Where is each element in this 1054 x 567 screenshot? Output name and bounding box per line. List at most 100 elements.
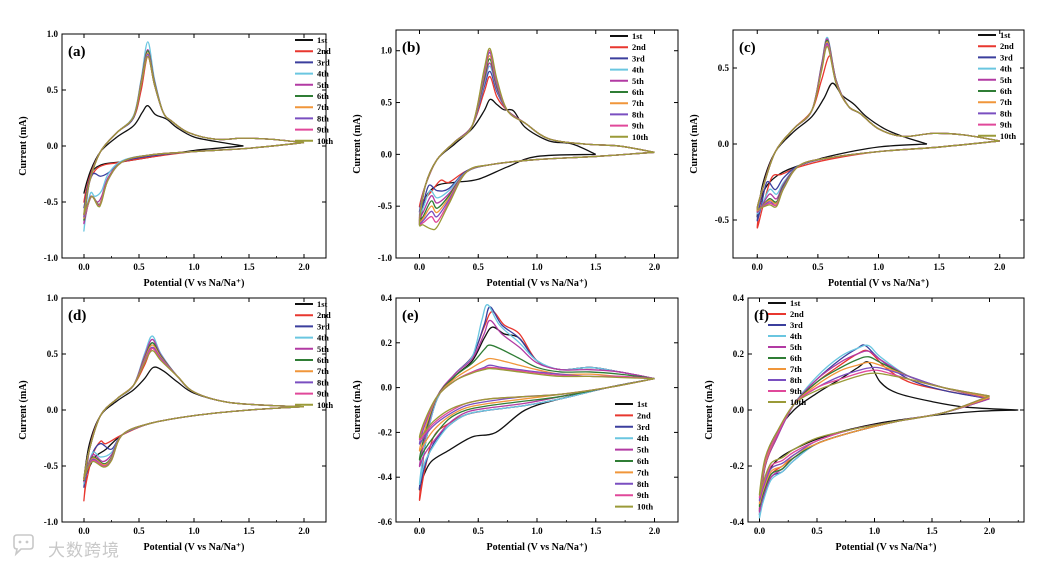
legend-label-2nd: 2nd xyxy=(1000,41,1014,51)
cv-curve-10th xyxy=(418,367,655,439)
cv-curve-10th xyxy=(83,55,305,216)
legend-label-9th: 9th xyxy=(790,386,802,396)
y-tick-label: -0.6 xyxy=(378,517,393,527)
legend-label-5th: 5th xyxy=(1000,75,1012,85)
x-tick-label: 2.0 xyxy=(649,262,661,272)
y-tick-label: -0.2 xyxy=(730,461,745,471)
cv-curve-10th xyxy=(418,47,655,231)
x-tick-label: 2.0 xyxy=(994,262,1006,272)
cv-curve-10th xyxy=(83,349,305,479)
legend-label-1st: 1st xyxy=(637,399,648,409)
cv-curve-1st xyxy=(418,98,597,226)
legend-label-10th: 10th xyxy=(632,132,648,142)
legend-label-8th: 8th xyxy=(317,113,329,123)
legend-label-10th: 10th xyxy=(1000,131,1016,141)
cv-curve-8th xyxy=(83,346,305,479)
legend-label-9th: 9th xyxy=(632,121,644,131)
y-tick-label: 0.0 xyxy=(47,141,59,151)
legend-label-1st: 1st xyxy=(317,35,328,45)
cv-curve-7th xyxy=(758,361,990,505)
legend-label-4th: 4th xyxy=(632,65,644,75)
x-tick-label: 1.5 xyxy=(243,526,255,536)
legend-label-10th: 10th xyxy=(317,136,333,146)
legend-label-6th: 6th xyxy=(317,355,329,365)
legend-label-3rd: 3rd xyxy=(1000,52,1013,62)
x-tick-label: 2.0 xyxy=(298,526,310,536)
cv-curve-7th xyxy=(83,344,305,480)
cv-curve-6th xyxy=(83,342,305,481)
panel-label: (f) xyxy=(754,308,769,324)
y-tick-label: 0.2 xyxy=(733,349,745,359)
cv-curve-4th xyxy=(418,304,655,485)
x-tick-label: 2.0 xyxy=(649,526,661,536)
x-tick-label: 0.5 xyxy=(133,526,145,536)
y-tick-label: 0.0 xyxy=(381,149,393,159)
cv-curve-9th xyxy=(83,55,305,216)
y-axis-title: Current (mA) xyxy=(704,380,715,440)
x-tick-label: 0.5 xyxy=(473,262,485,272)
legend-label-5th: 5th xyxy=(632,76,644,86)
legend-label-2nd: 2nd xyxy=(317,310,331,320)
y-axis-title: Current (mA) xyxy=(689,114,700,174)
legend-label-1st: 1st xyxy=(632,31,643,41)
cv-curve-8th xyxy=(418,52,655,225)
legend-label-7th: 7th xyxy=(317,366,329,376)
cv-curve-2nd xyxy=(756,55,1000,229)
legend-label-5th: 5th xyxy=(317,344,329,354)
legend-label-2nd: 2nd xyxy=(317,46,331,56)
y-tick-label: 0.5 xyxy=(47,85,59,95)
cv-panel-f: 0.0 0.5 1.0 1.5 2.0 -0.4 -0.2 0.0 0.2 0.4 Potentia… xyxy=(704,293,1025,553)
cv-panel-d: 0.0 0.5 1.0 1.5 2.0 -1.0 -0.5 0.0 0.5 1.0 Potentia… xyxy=(18,293,333,553)
legend-label-3rd: 3rd xyxy=(632,53,645,63)
x-axis-title: Potential (V vs Na/Na⁺) xyxy=(836,542,937,553)
panel-label: (b) xyxy=(402,40,420,56)
x-tick-label: 0.0 xyxy=(78,262,90,272)
x-tick-label: 1.5 xyxy=(934,262,946,272)
y-tick-label: -0.5 xyxy=(44,461,59,471)
y-tick-label: 0.0 xyxy=(381,383,393,393)
legend-label-5th: 5th xyxy=(637,445,649,455)
y-axis-title: Current (mA) xyxy=(352,114,363,174)
cv-panel-a: 0.0 0.5 1.0 1.5 2.0 -1.0 -0.5 0.0 0.5 1.0 Potentia… xyxy=(18,29,333,289)
x-tick-label: 1.0 xyxy=(869,526,881,536)
y-tick-label: 0.5 xyxy=(718,63,730,73)
cv-curve-2nd xyxy=(83,55,305,203)
cv-curve-9th xyxy=(758,369,990,499)
x-axis-title: Potential (V vs Na/Na⁺) xyxy=(144,278,245,289)
y-tick-label: 0.4 xyxy=(733,293,745,303)
x-tick-label: 1.5 xyxy=(590,526,602,536)
legend-label-5th: 5th xyxy=(790,342,802,352)
legend-label-6th: 6th xyxy=(637,456,649,466)
cv-curve-5th xyxy=(418,62,655,219)
legend-label-7th: 7th xyxy=(632,98,644,108)
y-tick-label: 0.0 xyxy=(733,405,745,415)
y-tick-label: 0.4 xyxy=(381,293,393,303)
y-tick-label: -1.0 xyxy=(44,253,59,263)
cv-curve-2nd xyxy=(83,347,305,502)
x-tick-label: 2.0 xyxy=(298,262,310,272)
legend-label-1st: 1st xyxy=(790,298,801,308)
legend-label-3rd: 3rd xyxy=(317,321,330,331)
panel-label: (a) xyxy=(68,44,86,60)
axes-frame xyxy=(395,297,679,523)
y-tick-label: 0.5 xyxy=(47,349,59,359)
x-tick-label: 0.0 xyxy=(754,526,766,536)
cv-curve-8th xyxy=(756,42,1000,211)
x-tick-label: 1.0 xyxy=(531,526,543,536)
x-tick-label: 1.0 xyxy=(188,526,200,536)
legend-label-5th: 5th xyxy=(317,80,329,90)
legend-label-9th: 9th xyxy=(1000,120,1012,130)
x-tick-label: 0.5 xyxy=(473,526,485,536)
legend-label-7th: 7th xyxy=(1000,97,1012,107)
legend-label-9th: 9th xyxy=(637,490,649,500)
y-tick-label: 0.2 xyxy=(381,338,393,348)
y-tick-label: 1.0 xyxy=(47,293,59,303)
cv-panel-e: 0.0 0.5 1.0 1.5 2.0 -0.6 -0.4 -0.2 0.0 0.2 0.4 Pote… xyxy=(352,293,679,553)
legend-label-7th: 7th xyxy=(317,102,329,112)
legend-label-8th: 8th xyxy=(317,377,329,387)
cv-curve-6th xyxy=(418,58,655,222)
y-axis-title: Current (mA) xyxy=(18,380,29,440)
